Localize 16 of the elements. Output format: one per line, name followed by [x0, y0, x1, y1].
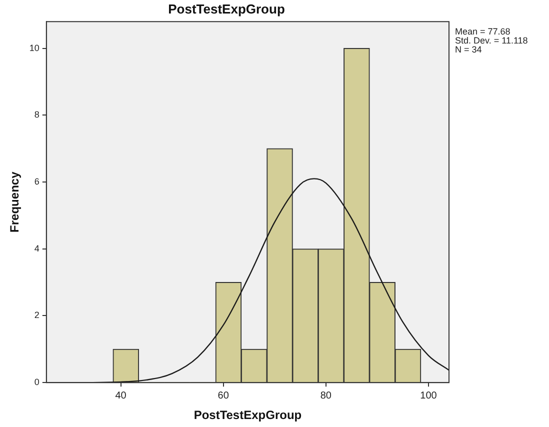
text: Std. Dev. = 11.118: [455, 36, 528, 46]
y-tick-label: 4: [34, 243, 40, 254]
x-axis-title: PostTestExpGroup: [194, 408, 302, 422]
x-tick-label: 80: [320, 390, 332, 402]
y-tick-label: 8: [34, 110, 40, 120]
y-tick-label: 0: [34, 377, 40, 388]
y-tick-label: 2: [34, 310, 40, 320]
y-tick-label: 6: [34, 176, 40, 187]
text: N = 34: [455, 44, 482, 55]
text: Mean = 77.68: [455, 26, 510, 37]
y-tick-label: 10: [29, 42, 40, 53]
y-axis-title: Frequency: [8, 171, 22, 232]
chart-title: PostTestExpGroup: [168, 1, 285, 16]
x-tick-label: 40: [115, 390, 127, 402]
x-tick-label: 100: [420, 390, 438, 402]
x-tick-label: 60: [218, 390, 230, 402]
